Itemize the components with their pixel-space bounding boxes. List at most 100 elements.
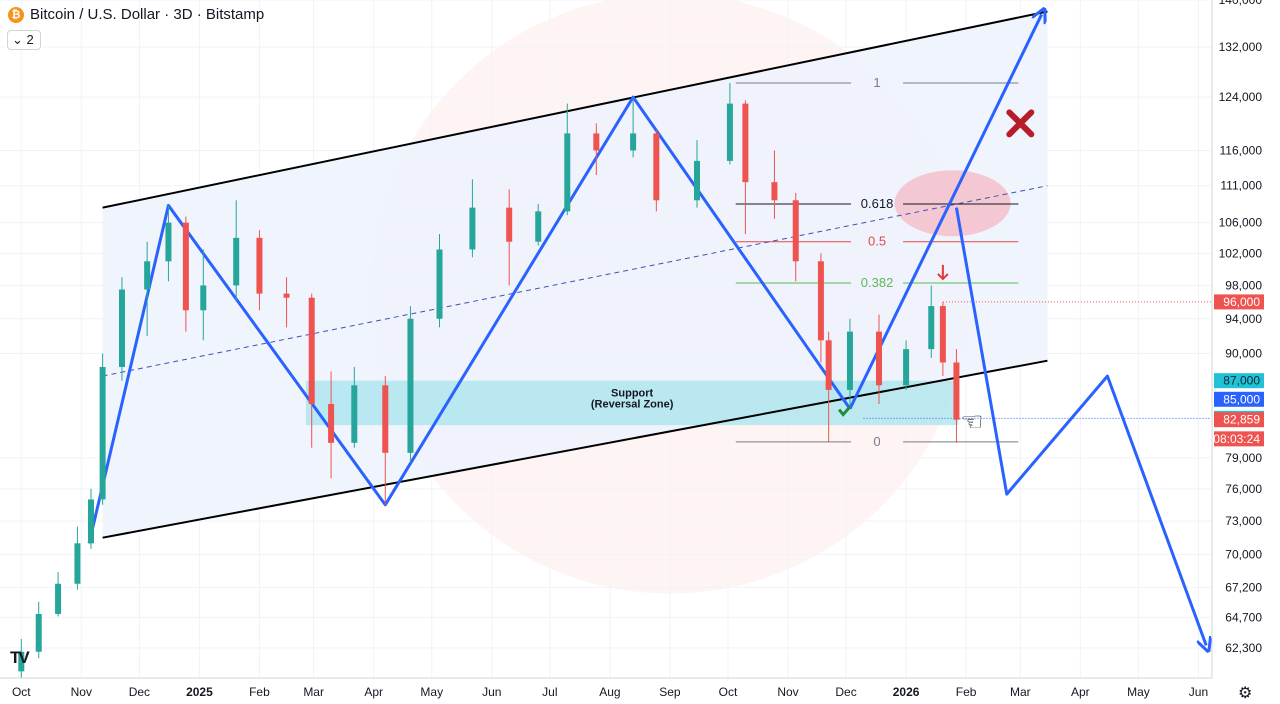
x-tick-label: May — [1127, 685, 1150, 699]
candle-body — [630, 133, 637, 151]
cross-icon — [1006, 109, 1035, 138]
y-tick-label: 67,200 — [1225, 580, 1262, 594]
x-tick-label: Jul — [542, 685, 557, 699]
candle-body — [875, 331, 882, 386]
price-label-badge — [1214, 431, 1264, 447]
price-label-badge — [1214, 412, 1264, 428]
y-tick-label: 62,300 — [1225, 641, 1262, 655]
candle-body — [18, 651, 25, 672]
y-tick-label: 98,000 — [1225, 278, 1262, 292]
candle-body — [308, 297, 315, 405]
x-tick-label: Oct — [12, 685, 31, 699]
candle-body — [564, 133, 571, 212]
y-tick-label: 79,000 — [1225, 451, 1262, 465]
price-label-text: 82,859 — [1223, 413, 1260, 427]
tradingview-logo-icon: TV — [10, 648, 30, 667]
target-zone-ellipse — [894, 170, 1011, 237]
x-tick-label: Feb — [249, 685, 270, 699]
y-tick-label: 73,000 — [1225, 514, 1262, 528]
fib-level-label: 0.382 — [861, 275, 894, 290]
price-label-text: 87,000 — [1223, 374, 1260, 388]
fib-level-label: 0 — [873, 434, 880, 449]
bitcoin-icon: ₿ — [8, 6, 24, 23]
y-tick-label: 70,000 — [1225, 548, 1262, 562]
candle-body — [535, 211, 542, 242]
channel-upper-line — [102, 10, 1048, 209]
candle-body — [165, 222, 172, 262]
expected-scenario-arrow — [954, 207, 1206, 646]
overlay-layer: ☜ — [837, 109, 1035, 436]
channel-lower-line — [102, 359, 1048, 539]
x-tick-label: Nov — [777, 685, 798, 699]
price-label-badge — [1214, 294, 1264, 310]
x-tick-label: Mar — [1010, 685, 1031, 699]
price-label-badge — [1214, 373, 1264, 389]
x-tick-label: Jun — [482, 685, 501, 699]
y-tick-label: 124,000 — [1219, 90, 1263, 104]
candle-body — [846, 331, 853, 390]
y-tick-label: 140,000 — [1219, 0, 1263, 7]
candle-body — [118, 289, 125, 367]
settings-gear-icon[interactable]: ⚙ — [1238, 685, 1253, 702]
x-tick-label: Mar — [303, 685, 324, 699]
price-label-text: 85,000 — [1223, 392, 1260, 406]
x-tick-label: Sep — [659, 685, 681, 699]
x-tick-label: May — [420, 685, 443, 699]
candle-body — [939, 306, 946, 363]
y-tick-label: 64,700 — [1225, 611, 1262, 625]
x-tick-label: Dec — [835, 685, 856, 699]
candle-body — [407, 318, 414, 453]
candle-body — [771, 182, 778, 201]
time-axis-background — [0, 678, 1280, 704]
candle-body — [653, 133, 660, 201]
x-tick-label: 2025 — [186, 685, 213, 699]
price-label-text: 96,000 — [1223, 295, 1260, 309]
x-tick-label: Apr — [1071, 685, 1090, 699]
candle-body — [328, 404, 335, 443]
candle-body — [74, 543, 81, 584]
candle-body — [182, 222, 189, 311]
candle-body — [436, 249, 443, 319]
support-zone-label: Support (Reversal Zone) — [591, 388, 674, 411]
y-tick-label: 116,000 — [1220, 143, 1263, 157]
x-tick-label: 2026 — [893, 685, 920, 699]
price-label-text: 08:03:24 — [1213, 432, 1260, 446]
x-tick-label: Nov — [71, 685, 92, 699]
y-tick-label: 76,000 — [1225, 482, 1262, 496]
chart-header: ₿ Bitcoin / U.S. Dollar · 3D · Bitstamp — [8, 6, 264, 23]
y-tick-label: 94,000 — [1225, 312, 1262, 326]
fib-level-label: 1 — [873, 75, 880, 90]
candle-body — [792, 200, 799, 262]
pointing-hand-icon: ☜ — [960, 406, 983, 436]
channel-mid-line — [102, 185, 1048, 377]
x-tick-label: Oct — [719, 685, 738, 699]
candle-body — [351, 385, 358, 443]
candle-body — [742, 103, 749, 183]
x-tick-label: Feb — [956, 685, 977, 699]
y-tick-label: 132,000 — [1219, 40, 1263, 54]
candle-body — [55, 583, 62, 614]
candle-body — [928, 306, 935, 350]
x-tick-label: Dec — [129, 685, 150, 699]
x-tick-label: Jun — [1189, 685, 1208, 699]
candle-body — [233, 237, 240, 286]
candle-body — [469, 207, 476, 250]
check-icon — [837, 405, 852, 417]
candle-body — [726, 103, 733, 161]
candle-body — [144, 261, 151, 290]
candle-body — [825, 340, 832, 390]
y-tick-label: 102,000 — [1219, 246, 1263, 260]
candle-body — [693, 160, 700, 201]
candle-body — [817, 261, 824, 341]
down-arrow-icon — [937, 264, 949, 281]
y-tick-label: 90,000 — [1225, 347, 1262, 361]
candle-body — [35, 613, 42, 652]
candle-body — [200, 285, 207, 311]
fib-level-label: 0.5 — [868, 234, 886, 249]
candle-body — [256, 237, 263, 294]
indicators-toggle-button[interactable]: ⌄ 2 — [7, 30, 41, 50]
x-tick-label: Apr — [364, 685, 383, 699]
candle-body — [99, 366, 106, 500]
